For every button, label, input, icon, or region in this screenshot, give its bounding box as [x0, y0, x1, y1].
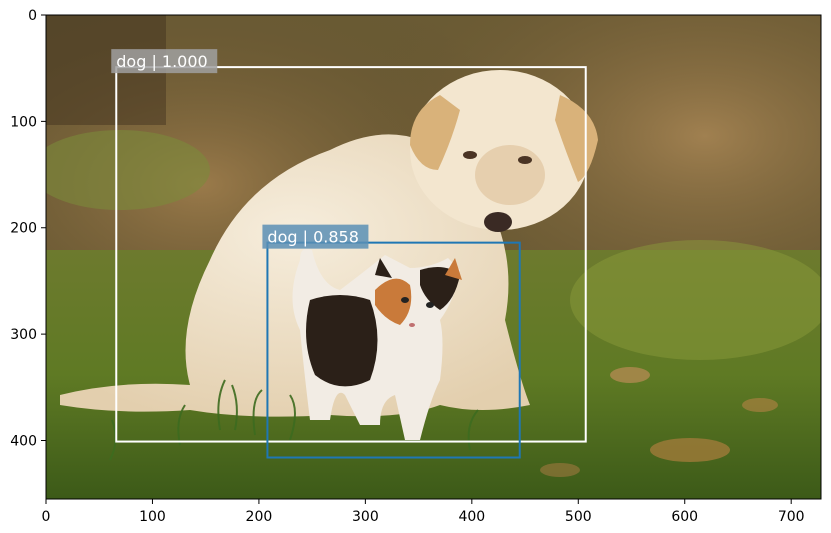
detections-layer: dog | 1.000 dog | 0.858: [111, 49, 587, 459]
y-tick-label: 0: [28, 8, 37, 24]
detection-1: dog | 0.858: [262, 224, 521, 459]
detection-label: dog | 1.000: [116, 52, 207, 71]
y-axis: 0 100 200 300 400: [10, 8, 46, 449]
x-tick-label: 0: [42, 509, 51, 525]
bounding-box: [115, 66, 587, 443]
bounding-box: [266, 241, 521, 459]
x-axis: 0 100 200 300 400 500 600 700: [42, 499, 805, 525]
detection-0: dog | 1.000: [111, 49, 587, 443]
x-tick-label: 500: [565, 509, 592, 525]
x-tick-label: 600: [671, 509, 698, 525]
label-background: [111, 49, 218, 74]
y-tick-label: 300: [10, 327, 37, 343]
photo: [46, 15, 821, 499]
y-tick-label: 100: [10, 114, 37, 130]
y-tick-label: 200: [10, 221, 37, 237]
label-background: [262, 224, 369, 249]
kitten-figure: [292, 248, 462, 440]
axes-frame: [45, 14, 822, 500]
x-tick-label: 700: [778, 509, 805, 525]
x-tick-label: 400: [458, 509, 485, 525]
x-tick-label: 100: [139, 509, 166, 525]
y-tick-label: 400: [10, 433, 37, 449]
x-tick-label: 300: [352, 509, 379, 525]
x-tick-label: 200: [246, 509, 273, 525]
detection-label: dog | 0.858: [267, 228, 358, 247]
